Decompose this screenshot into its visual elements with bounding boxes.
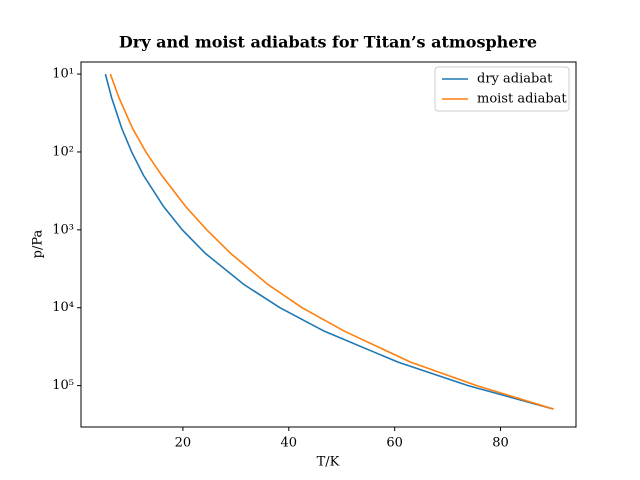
legend-label: dry adiabat — [477, 72, 553, 87]
legend-box — [434, 66, 570, 112]
x-axis-label: T/K — [317, 455, 340, 470]
y-tick-label: 10⁴ — [52, 300, 74, 315]
y-tick-label: 10² — [52, 144, 74, 159]
y-tick-label: 10⁵ — [52, 378, 74, 393]
y-tick-label: 10³ — [52, 222, 74, 237]
chart-title: Dry and moist adiabats for Titan’s atmos… — [119, 33, 537, 52]
y-axis-label: p/Pa — [31, 229, 46, 258]
series-line — [109, 73, 554, 410]
x-tick-label: 40 — [281, 436, 298, 451]
series-line — [104, 73, 554, 410]
legend-label: moist adiabat — [477, 92, 567, 107]
x-tick-label: 20 — [175, 436, 192, 451]
x-tick-label: 60 — [386, 436, 403, 451]
y-tick-label: 10¹ — [52, 67, 74, 82]
x-tick-label: 80 — [492, 436, 509, 451]
plot-frame — [80, 61, 577, 428]
legend: dry adiabat moist adiabat — [434, 66, 570, 112]
